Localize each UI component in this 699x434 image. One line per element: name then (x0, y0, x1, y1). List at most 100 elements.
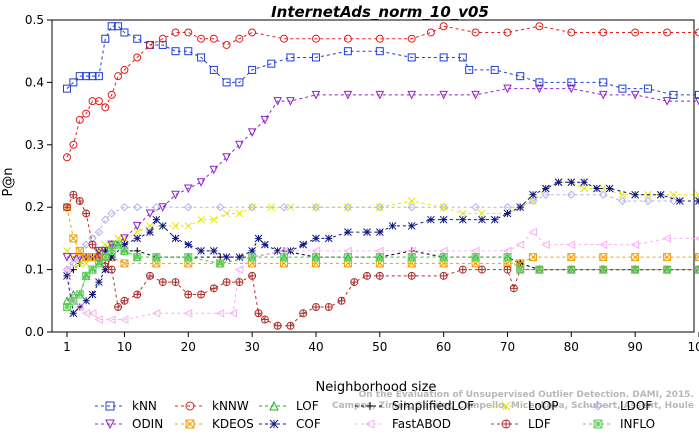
data-point-ldf (458, 265, 467, 274)
data-point-inflo (567, 265, 576, 274)
data-point-cof (344, 228, 352, 237)
data-point-cof (235, 253, 244, 261)
chart-title: InternetAds_norm_10_v05 (271, 3, 489, 21)
legend-item-cof: COF (259, 417, 321, 431)
data-point-inflo (101, 253, 110, 262)
data-point-knn (267, 59, 276, 68)
data-point-knnw (235, 34, 244, 43)
data-point-knnw (248, 28, 257, 37)
data-point-loop (197, 215, 205, 224)
data-point-odin (311, 90, 321, 100)
data-point-knnw (439, 22, 448, 31)
data-point-ldf (260, 315, 269, 324)
legend-label-simplifiedlof: SimplifiedLOF (392, 399, 474, 413)
legend-label-ldf: LDF (528, 417, 551, 431)
data-point-fastabod (75, 302, 84, 312)
data-point-ldof (184, 202, 193, 212)
data-point-knn (465, 65, 474, 74)
data-point-cof (69, 309, 78, 318)
plot-area (51, 19, 699, 333)
data-point-cof (375, 228, 384, 237)
data-point-ldf (509, 284, 518, 293)
data-point-loop (458, 209, 467, 218)
y-axis-label: P@n (1, 167, 16, 196)
data-point-odin (94, 246, 104, 256)
watermark-line: Campos, Zimek, Sander, Campello, Micenko… (332, 401, 694, 411)
data-point-loop (209, 215, 218, 224)
data-point-knnw (209, 34, 218, 43)
data-point-ldof (375, 202, 385, 212)
data-point-knnw (145, 40, 154, 49)
data-point-fastabod (470, 246, 480, 256)
data-point-knn (107, 22, 116, 31)
series-line-ldof (66, 194, 699, 270)
data-point-inflo (599, 265, 608, 274)
legend-label-cof: COF (296, 417, 321, 431)
data-point-cof (209, 247, 218, 255)
legend-item-loop: LoOP (491, 399, 559, 413)
data-point-odin (503, 84, 512, 94)
data-point-inflo (133, 253, 142, 262)
data-point-knnw (107, 90, 116, 99)
data-point-inflo (120, 246, 129, 255)
data-point-ldof (81, 240, 91, 249)
data-point-odin (100, 246, 110, 256)
data-point-kdeos (663, 253, 672, 262)
data-point-ldof (69, 259, 78, 268)
data-point-cof (490, 215, 499, 224)
legend-label-kdeos: KDEOS (212, 417, 254, 431)
data-point-knnw (280, 34, 289, 43)
data-point-knn (133, 34, 142, 43)
data-point-knn (458, 53, 467, 62)
data-point-inflo (516, 265, 525, 274)
data-point-loop (184, 222, 193, 230)
data-point-cof (299, 240, 308, 249)
data-point-inflo (631, 265, 640, 274)
data-point-fastabod (87, 308, 97, 318)
data-point-knnw (63, 153, 71, 162)
data-point-ldf (69, 190, 78, 199)
data-point-cof (388, 222, 397, 230)
legend-item-odin: ODIN (95, 417, 163, 431)
data-point-cof (554, 178, 563, 187)
data-point-knnw (426, 28, 435, 37)
data-point-odin (439, 90, 448, 100)
x-tick-label: 10 (117, 340, 132, 354)
data-point-odin (343, 90, 353, 100)
data-point-fastabod (528, 227, 538, 237)
data-point-knn (158, 40, 167, 49)
data-point-knn (248, 65, 257, 74)
data-point-knnw (535, 22, 544, 31)
data-point-knnw (375, 34, 384, 43)
data-point-inflo (69, 296, 78, 305)
series-line-cof (66, 181, 699, 315)
data-point-inflo (407, 253, 416, 262)
data-point-ldf (82, 209, 91, 218)
data-point-loop (222, 209, 231, 218)
data-point-ldf (350, 278, 359, 287)
data-point-ldof (643, 196, 653, 206)
data-point-ldf (311, 303, 320, 312)
data-point-knn (375, 47, 384, 56)
data-point-knn (82, 72, 91, 81)
data-point-knn (197, 53, 206, 62)
data-point-cof (75, 303, 84, 311)
data-point-knnw (503, 28, 512, 37)
data-point-knn (101, 34, 110, 43)
data-point-kdeos (599, 253, 608, 262)
data-point-knnw (120, 65, 129, 74)
data-point-knn (643, 84, 652, 93)
data-point-cof (605, 184, 614, 193)
data-point-fastabod (598, 240, 608, 249)
data-point-odin (260, 115, 270, 125)
data-point-cof (439, 215, 448, 224)
data-point-knnw (75, 115, 84, 124)
x-tick-label: 80 (564, 340, 579, 354)
data-point-inflo (75, 290, 84, 299)
data-point-loop (235, 209, 244, 218)
data-point-inflo (152, 253, 161, 262)
data-point-odin (273, 97, 282, 106)
data-point-cof (120, 240, 129, 249)
legend-item-knn: kNN (95, 399, 157, 413)
data-point-inflo (88, 265, 97, 274)
